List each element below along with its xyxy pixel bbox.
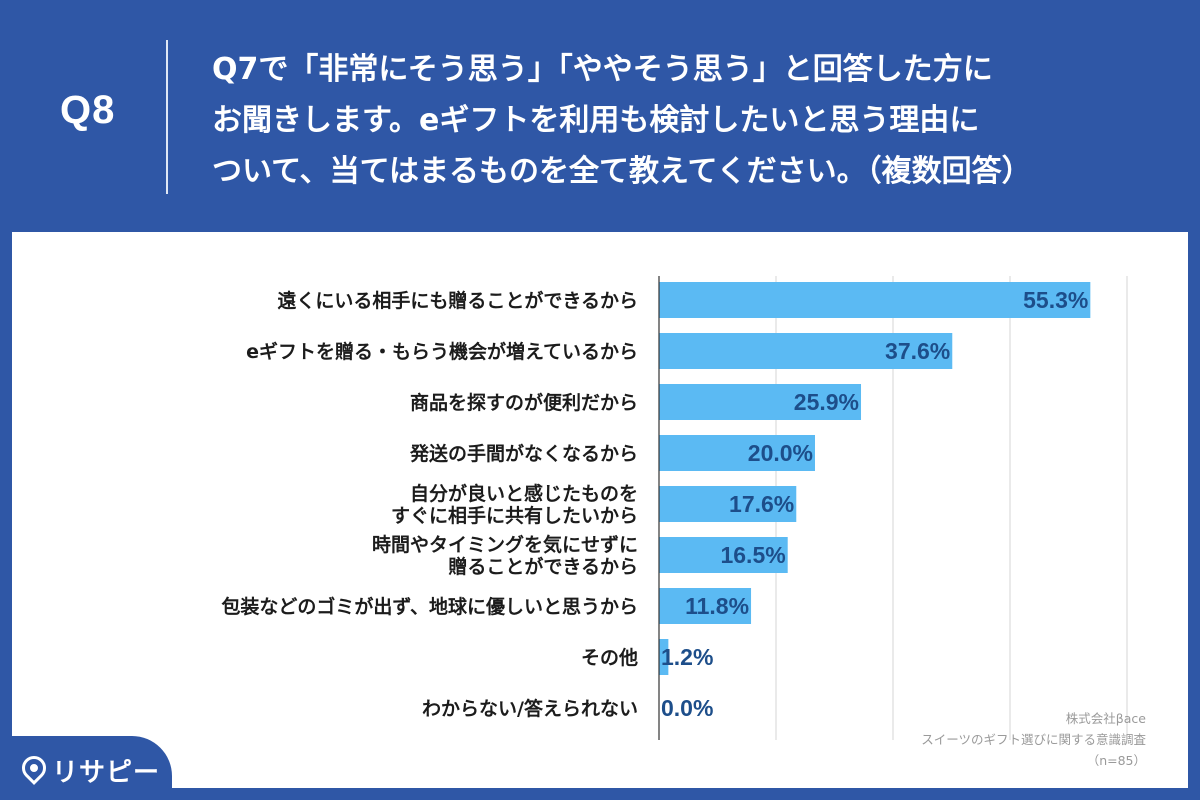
bar-3 [659, 435, 815, 471]
bar-7 [659, 639, 669, 675]
question-line-1: Q7で「非常にそう思う」「ややそう思う」と回答した方に [212, 52, 993, 87]
category-label-2: 商品を探すのが便利だから [410, 391, 638, 414]
category-label-6: 包装などのゴミが出ず、地球に優しいと思うから [221, 595, 638, 618]
value-label-1: 37.6% [885, 338, 950, 364]
source-sample: （n=85） [1086, 753, 1146, 768]
question-line-3: ついて、当てはまるものを全て教えてください。（複数回答） [212, 154, 1032, 189]
chart-panel: 55.3% 遠くにいる相手にも贈ることができるから 37.6% eギフトを贈る・もらう… [12, 232, 1188, 788]
value-label-7: 1.2% [661, 644, 713, 670]
bar-1 [659, 333, 953, 369]
category-label-1: eギフトを贈る・もらう機会が増えているから [246, 340, 638, 363]
bar-4 [659, 486, 797, 522]
category-label-5-1: 時間やタイミングを気にせずに [372, 533, 638, 556]
bar-5 [659, 537, 788, 573]
category-label-4-2: すぐに相手に共有したいから [391, 504, 638, 527]
logo-text: リサピー [52, 758, 161, 788]
category-label-3: 発送の手間がなくなるから [409, 442, 638, 465]
question-text: Q7で「非常にそう思う」「ややそう思う」と回答した方に お聞きします。eギフトを… [212, 44, 1172, 197]
category-label-5-2: 贈ることができるから [448, 555, 638, 578]
bar-6 [659, 588, 752, 624]
source-company: 株式会社βace [1065, 711, 1146, 726]
value-label-4: 17.6% [729, 491, 794, 517]
category-label-4-1: 自分が良いと感じたものを [410, 482, 638, 505]
value-label-5: 16.5% [720, 542, 785, 568]
category-label-7: その他 [581, 646, 638, 669]
value-label-0: 55.3% [1023, 287, 1088, 313]
bar-2 [659, 384, 862, 420]
value-label-3: 20.0% [748, 440, 813, 466]
category-label-8: わからない/答えられない [422, 697, 638, 720]
question-header: Q8 Q7で「非常にそう思う」「ややそう思う」と回答した方に お聞きします。eギ… [0, 0, 1200, 232]
brand-logo: リサピー [0, 736, 172, 800]
category-label-0: 遠くにいる相手にも贈ることができるから [277, 289, 638, 312]
source-survey: スイーツのギフト選びに関する意識調査 [921, 732, 1146, 747]
source-note: 株式会社βace スイーツのギフト選びに関する意識調査 （n=85） [921, 708, 1146, 771]
question-number: Q8 [60, 88, 116, 132]
location-pin-icon [17, 751, 51, 785]
bar-chart: 55.3% 遠くにいる相手にも贈ることができるから 37.6% eギフトを贈る・もらう… [221, 276, 1128, 740]
bar-0 [659, 282, 1091, 318]
header-divider [166, 40, 168, 194]
value-label-8: 0.0% [661, 695, 713, 721]
value-label-2: 25.9% [794, 389, 859, 415]
question-line-2: お聞きします。eギフトを利用も検討したいと思う理由に [212, 103, 980, 138]
value-label-6: 11.8% [685, 593, 749, 619]
